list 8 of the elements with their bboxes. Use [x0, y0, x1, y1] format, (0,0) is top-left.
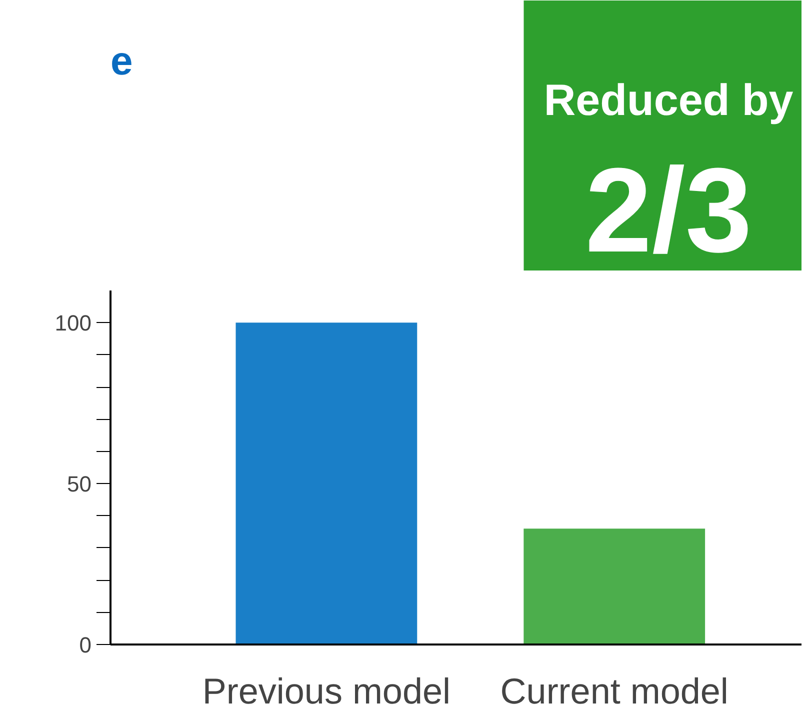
chart-title: e — [110, 40, 133, 84]
y-tick-label: 100 — [54, 310, 92, 336]
text: 2/3 — [585, 144, 752, 278]
text: Reduced by — [544, 76, 794, 125]
x-tick-label: Current model — [500, 670, 728, 712]
y-tick-label: 0 — [79, 632, 92, 658]
x-tick-label: Previous model — [202, 670, 451, 712]
y-tick-label: 50 — [67, 472, 92, 497]
